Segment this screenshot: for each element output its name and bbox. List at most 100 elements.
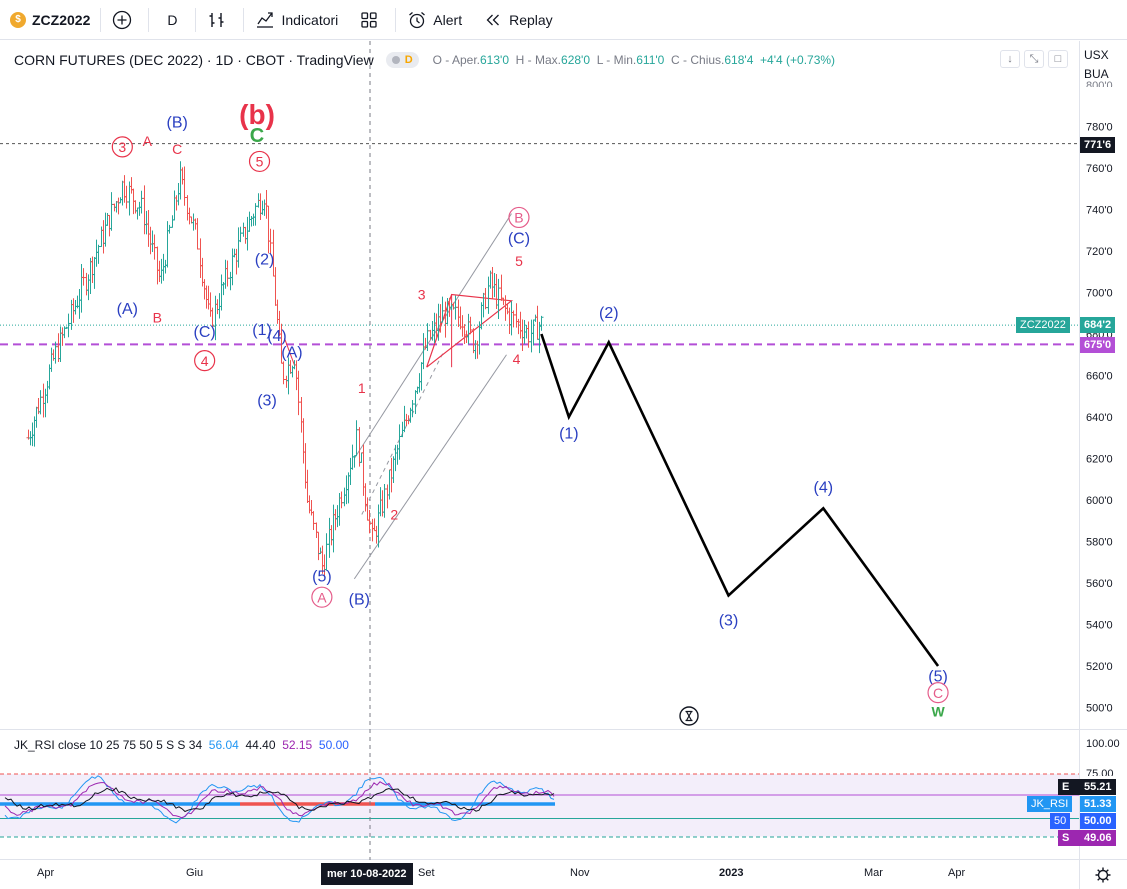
- last-price-tag: 684'2: [1080, 317, 1116, 333]
- wave-label: 5: [515, 253, 523, 269]
- wave-circle: [311, 586, 333, 608]
- wave-label: (B): [349, 592, 370, 609]
- alert-button[interactable]: Alert: [396, 0, 472, 40]
- time-label-apr-2023: Apr: [948, 867, 966, 879]
- wave-label: 4: [201, 353, 209, 369]
- time-label-mar: Mar: [864, 867, 883, 879]
- wave-circle: [248, 150, 271, 173]
- interval-button[interactable]: D: [149, 0, 195, 40]
- wave-label: A: [143, 133, 153, 149]
- settings-gear-icon[interactable]: [1095, 867, 1111, 883]
- wave-label: 5: [256, 154, 264, 170]
- symbol-search-button[interactable]: $ ZCZ2022: [0, 0, 100, 40]
- wave-label: C: [250, 125, 264, 147]
- maximize-icon: □: [1054, 53, 1062, 65]
- chart-title[interactable]: CORN FUTURES (DEC 2022) · 1D · CBOT · Tr…: [14, 52, 374, 68]
- top-toolbar: $ ZCZ2022 D Indicatori: [0, 0, 1127, 40]
- price-tick-label: 520'0: [1086, 661, 1113, 673]
- wave-label: (1): [559, 426, 579, 443]
- wave-label: C: [172, 141, 182, 157]
- price-tick-label: 640'0: [1086, 412, 1113, 424]
- low-value: 611'0: [636, 53, 665, 67]
- rsi-fast-line: [4, 775, 555, 824]
- indicators-icon: [254, 9, 276, 31]
- high-value: 628'0: [561, 53, 591, 67]
- wave-label: (B): [167, 114, 188, 131]
- wave-label: (A): [281, 345, 302, 362]
- maximize-button[interactable]: □: [1048, 50, 1068, 68]
- collapse-button[interactable]: ⤡: [1024, 50, 1044, 68]
- rsi-slow-line: [4, 787, 555, 813]
- indicators-button[interactable]: Indicatori: [244, 0, 348, 40]
- rsi-name: JK_RSI close 10 25 75 50 5 S S 34: [14, 738, 203, 752]
- time-label-apr: Apr: [37, 867, 55, 879]
- wave-label: A: [317, 589, 327, 605]
- wave-circle: [927, 682, 949, 704]
- rsi-value-3: 52.15: [282, 738, 313, 752]
- wave-4-connector: [284, 337, 295, 366]
- wave-label: (3): [719, 612, 739, 629]
- rsi-e-tag: 55.21: [1080, 779, 1116, 795]
- price-tick-label: 660'0: [1086, 371, 1113, 383]
- price-tick-label: 500'0: [1086, 703, 1113, 715]
- wave-label: (2): [255, 251, 275, 268]
- wave-label: 4: [513, 351, 521, 367]
- open-value: 613'0: [480, 53, 509, 67]
- grid-layout-icon: [358, 9, 380, 31]
- wave-circle: [508, 206, 530, 229]
- close-label: C - Chius.: [671, 53, 725, 67]
- projection-path: [540, 333, 940, 667]
- wave-label: (C): [508, 231, 530, 248]
- wave-label: (b): [239, 99, 275, 130]
- rsi-s-tag: 49.06: [1080, 830, 1116, 846]
- chart-type-button[interactable]: [196, 0, 243, 40]
- interval-label: D: [167, 11, 178, 28]
- indicators-label: Indicatori: [281, 11, 339, 28]
- layouts-button[interactable]: [348, 0, 395, 40]
- rsi-legend[interactable]: JK_RSI close 10 25 75 50 5 S S 34 56.04 …: [14, 738, 349, 752]
- wave-label: (5): [928, 668, 948, 685]
- toolbar-divider: [100, 7, 102, 32]
- price-tick-label: 620'0: [1086, 454, 1113, 466]
- price-tick-label: 600'0: [1086, 495, 1113, 507]
- alert-label: Alert: [433, 11, 463, 28]
- time-label-nov: Nov: [570, 867, 590, 879]
- market-status-badge[interactable]: D: [385, 52, 419, 68]
- bars-chart-icon: [206, 9, 228, 31]
- price-tick-label: 700'0: [1086, 288, 1113, 300]
- wave-label: 3: [118, 139, 126, 155]
- rsi-mid-label: 50: [1050, 813, 1071, 829]
- wave-label: (4): [814, 480, 834, 497]
- change-value: +4'4 (+0.73%): [760, 53, 836, 67]
- high-label: H - Max.: [515, 53, 562, 67]
- wave-label: 2: [390, 506, 398, 522]
- move-down-button[interactable]: ↓: [1000, 50, 1020, 68]
- price-tick-label: 780'0: [1086, 122, 1113, 134]
- replay-button[interactable]: Replay: [472, 0, 563, 40]
- unit-selector[interactable]: BUA: [1084, 67, 1109, 81]
- arrow-down-icon: ↓: [1007, 53, 1013, 65]
- triangle-pattern: [426, 293, 514, 368]
- rsi-value-tag: 51.33: [1080, 796, 1116, 812]
- wave-label: 1: [358, 380, 366, 396]
- price-tick-label: 740'0: [1086, 205, 1113, 217]
- crosshair-date-label: mer 10-08-2022: [321, 863, 413, 885]
- compare-symbol-button[interactable]: [101, 0, 148, 40]
- price-tick-label: 540'0: [1086, 620, 1113, 632]
- price-tick-label: 720'0: [1086, 246, 1113, 258]
- pane-controls: ↓ ⤡ □: [1000, 50, 1068, 68]
- wave-label: 3: [418, 286, 426, 302]
- wave-label: B: [514, 210, 523, 226]
- rsi-tick-75: 75.00: [1086, 768, 1114, 776]
- plus-circle-icon: [111, 9, 133, 31]
- replay-marker-icon[interactable]: [679, 706, 699, 726]
- symbol-name-tag: ZCZ2022: [1016, 317, 1070, 333]
- alarm-clock-icon: [406, 9, 428, 31]
- wave-label: B: [153, 309, 162, 325]
- currency-selector[interactable]: USX: [1084, 48, 1109, 62]
- rsi-name-tag: JK_RSI: [1027, 796, 1073, 812]
- rsi-tick-100: 100.00: [1086, 738, 1120, 750]
- rsi-e-letter: E: [1058, 779, 1080, 795]
